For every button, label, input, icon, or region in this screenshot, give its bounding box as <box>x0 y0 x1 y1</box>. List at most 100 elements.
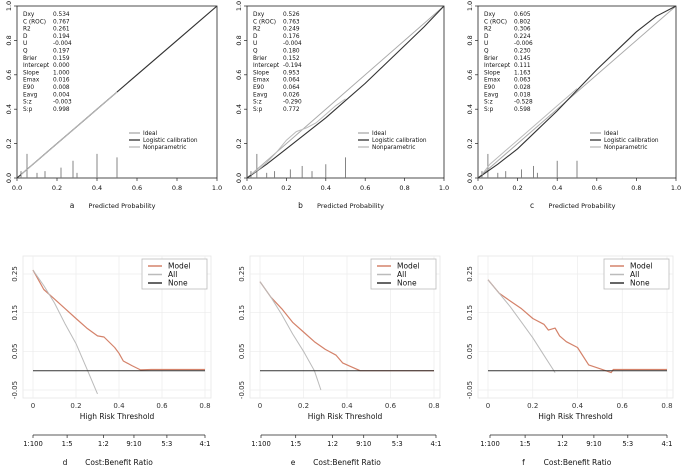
stat-value: 0.767 <box>53 19 70 25</box>
x-tick-label: 0.4 <box>321 184 331 192</box>
cost-benefit-tick-label: 1:5 <box>520 440 531 448</box>
stat-name: Emax <box>484 78 501 84</box>
stat-value: 0.111 <box>514 63 531 69</box>
series-line-nonparametric <box>481 88 578 175</box>
cost-benefit-tick-label: 5:3 <box>161 440 172 448</box>
calibration-panel-c: 0.0 0.2 0.4 0.6 0.8 1.0 0.0 0.2 0.4 0.6 0.8 1.0 c Pre… <box>466 1 681 210</box>
stat-value: 0.230 <box>514 49 531 55</box>
cost-benefit-tick-label: 1:5 <box>290 440 301 448</box>
x-tick-label: 0.6 <box>385 402 397 410</box>
legend-label: Ideal <box>143 131 158 137</box>
x-tick-label: 0.2 <box>512 184 522 192</box>
stat-name: D <box>484 34 489 40</box>
stat-name: Slope <box>23 70 40 76</box>
x-tick-label: 0.4 <box>552 184 562 192</box>
y-tick-label: 0.2 <box>235 138 243 148</box>
stat-name: D <box>253 34 258 40</box>
calibration-panel-b: 0.0 0.2 0.4 0.6 0.8 1.0 0.0 0.2 0.4 0.6 0.8 1.0 b Pre… <box>235 1 449 210</box>
x-tick-label: 0.8 <box>399 184 409 192</box>
x-tick-label: 1.0 <box>439 184 449 192</box>
x-tick-label: 0 <box>31 402 35 410</box>
stat-name: Brier <box>253 56 268 62</box>
x-tick-label: 0.0 <box>242 184 252 192</box>
stat-value: 0.008 <box>53 85 70 91</box>
stat-value: 1.000 <box>53 70 70 76</box>
legend-label: None <box>397 279 417 288</box>
stat-value: 0.145 <box>514 56 531 62</box>
x-tick-label: 0.2 <box>298 402 309 410</box>
stat-name: E90 <box>253 85 264 91</box>
x-tick-label: 0.8 <box>172 184 182 192</box>
stat-name: Eavg <box>23 92 38 98</box>
y-tick-label: 0.0 <box>235 173 243 183</box>
y-tick-label: 0.0 <box>466 173 474 183</box>
stat-value: 0.224 <box>514 34 531 40</box>
x-tick-label: 0.6 <box>592 184 602 192</box>
x-tick-label: 0.4 <box>92 184 102 192</box>
stat-value: -0.528 <box>514 100 533 106</box>
series-line-nonparametric <box>20 91 118 175</box>
panel-letter: e <box>291 458 296 467</box>
series-line-model <box>32 269 205 371</box>
decision-curve-panel-f: -0.05 0.05 0.15 0.25 0 0.2 0.4 0.6 0.8 High Risk … <box>466 255 674 467</box>
x-tick-label: 0.4 <box>341 402 353 410</box>
x-axis-label: High Risk Threshold <box>538 412 613 421</box>
stat-name: S:p <box>23 107 33 113</box>
x-tick-label: 0.2 <box>70 402 81 410</box>
legend-label: All <box>168 270 177 279</box>
x-tick-label: 0.6 <box>132 184 142 192</box>
x-tick-label: 0.4 <box>572 402 584 410</box>
stat-value: 0.159 <box>53 56 70 62</box>
y-tick-label: 0.4 <box>5 104 13 114</box>
stat-name: Q <box>253 49 258 55</box>
stat-value: 0.194 <box>53 34 70 40</box>
cost-benefit-tick-label: 1:100 <box>480 440 500 448</box>
legend-label: Logistic calibration <box>604 138 659 144</box>
legend-label: None <box>168 279 188 288</box>
stat-value: 0.026 <box>283 92 300 98</box>
cost-benefit-tick-label: 9:10 <box>356 440 371 448</box>
stat-name: Emax <box>253 78 270 84</box>
stat-name: E90 <box>23 85 34 91</box>
cost-benefit-axis-label: Cost:Benefit Ratio <box>85 458 153 467</box>
stat-name: C (ROC) <box>23 19 46 25</box>
cost-benefit-tick-label: 9:10 <box>586 440 601 448</box>
stat-name: S:z <box>23 100 32 106</box>
stat-value: 0.197 <box>53 49 70 55</box>
cost-benefit-tick-label: 1:2 <box>327 440 338 448</box>
stat-value: -0.006 <box>514 41 533 47</box>
y-tick-label: 0.2 <box>5 138 13 148</box>
legend-label: Nonparametric <box>604 145 647 151</box>
y-tick-label: 0.25 <box>466 266 474 282</box>
stat-value: 0.763 <box>283 19 300 25</box>
stat-name: S:z <box>253 100 262 106</box>
legend-label: Model <box>168 262 191 271</box>
panel-letter: a <box>70 201 75 210</box>
stat-name: S:p <box>253 107 263 113</box>
stat-value: 0.261 <box>53 27 70 33</box>
legend-label: Nonparametric <box>372 145 415 151</box>
y-tick-label: 0.6 <box>5 70 13 80</box>
x-tick-label: 0 <box>258 402 262 410</box>
stat-value: 0.598 <box>514 107 531 113</box>
stat-name: R2 <box>23 27 31 33</box>
stat-name: Intercept <box>484 63 511 69</box>
stat-name: U <box>253 41 257 47</box>
panel-letter: f <box>522 458 525 467</box>
x-axis-label: High Risk Threshold <box>308 412 383 421</box>
stat-value: 0.000 <box>53 63 70 69</box>
x-tick-label: 0.6 <box>156 402 168 410</box>
y-tick-label: 0.25 <box>11 266 19 282</box>
x-tick-label: 0.8 <box>428 402 439 410</box>
stat-value: 0.772 <box>283 107 300 113</box>
panel-letter: b <box>298 201 303 210</box>
cost-benefit-tick-label: 1:100 <box>251 440 271 448</box>
series-line-all <box>487 279 556 373</box>
x-tick-label: 0.6 <box>617 402 629 410</box>
y-tick-label: 0.4 <box>235 104 243 114</box>
legend-label: None <box>630 279 650 288</box>
stat-name: S:p <box>484 107 494 113</box>
y-tick-label: 0.6 <box>466 70 474 80</box>
stat-name: Brier <box>23 56 38 62</box>
